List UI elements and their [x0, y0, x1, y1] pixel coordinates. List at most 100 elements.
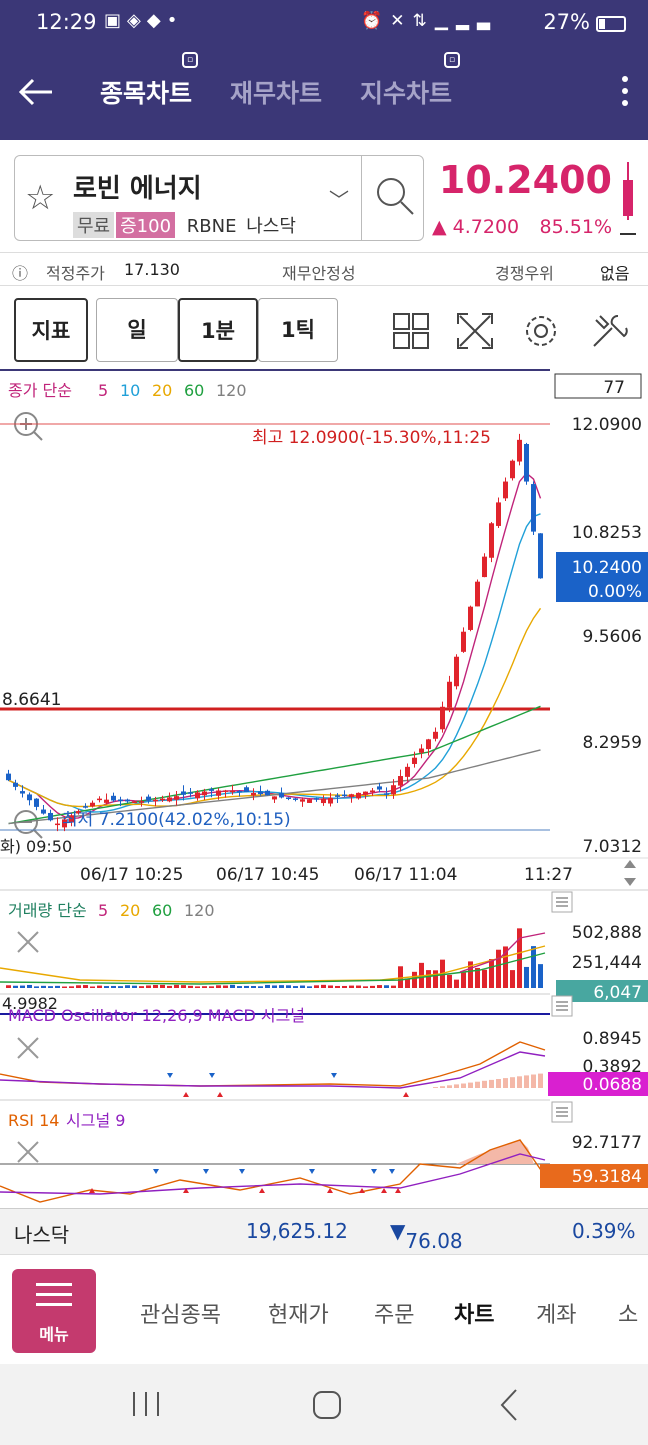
- stock-ticker: RBNE: [186, 216, 237, 237]
- period-day-button[interactable]: 일: [96, 298, 178, 362]
- candle-body: [181, 791, 186, 795]
- volume-bar: [384, 985, 389, 988]
- buy-arrow-icon: [89, 1188, 95, 1193]
- candle-body: [412, 757, 417, 764]
- volume-bar: [300, 985, 305, 988]
- rsi-tick: 92.7177: [572, 1133, 642, 1153]
- moving-average-lines: [8, 472, 542, 825]
- tab-stock-chart[interactable]: 종목차트: [100, 79, 193, 108]
- tools-icon[interactable]: [590, 312, 628, 350]
- zoom-in-icon[interactable]: [14, 412, 43, 441]
- back-arrow-icon[interactable]: [16, 72, 56, 119]
- sell-arrow-icon: [371, 1169, 377, 1174]
- ma-legend: 5 10 20 60 120: [98, 381, 247, 400]
- buy-arrow-icon: [403, 1092, 409, 1097]
- volume-bar: [188, 985, 193, 988]
- competition-value: 없음: [600, 264, 630, 283]
- recent-apps-icon[interactable]: [133, 1392, 159, 1416]
- price-change: ▲ 4.7200: [432, 216, 520, 238]
- ma-line: [8, 705, 541, 825]
- candle-body: [405, 766, 410, 777]
- volume-bar: [6, 985, 11, 988]
- rsi-current-tag: [540, 1164, 648, 1188]
- nav-current-price[interactable]: 현재가: [268, 1303, 329, 1328]
- help-icon[interactable]: ⓘ: [12, 264, 29, 283]
- volume-bar: [55, 985, 60, 988]
- nav-account[interactable]: 계좌: [536, 1303, 577, 1328]
- candle-body: [335, 795, 340, 797]
- rsi-legend-signal: 시그널 9: [66, 1111, 125, 1130]
- volume-bar: [335, 985, 340, 988]
- volume-bars: [0, 928, 546, 988]
- candle-body: [195, 792, 200, 799]
- volume-bar: [314, 985, 319, 988]
- financial-stability-label[interactable]: 재무안정성: [282, 264, 356, 283]
- ma-legend-prefix: 종가 단순: [8, 381, 72, 400]
- competition-label[interactable]: 경쟁우위: [495, 264, 554, 283]
- panel-menu-icon[interactable]: [551, 1101, 573, 1123]
- battery-percent: 27%: [543, 10, 590, 34]
- dot-icon: •: [166, 10, 184, 31]
- volume-bar: [244, 985, 249, 988]
- indicator-button[interactable]: 지표: [14, 298, 88, 362]
- candle-body: [517, 439, 522, 462]
- candlesticks: [6, 433, 543, 832]
- macd-histogram-bar: [503, 1078, 508, 1088]
- nav-more[interactable]: 소: [618, 1303, 639, 1328]
- candle-body: [349, 794, 354, 797]
- favorite-star-icon[interactable]: ☆: [25, 178, 56, 218]
- home-icon[interactable]: [313, 1391, 341, 1419]
- fair-price-label: 적정주가: [46, 264, 105, 283]
- index-bar[interactable]: 나스닥 19,625.12 ▼ 76.08 0.39%: [0, 1208, 648, 1254]
- volume-bar: [76, 985, 81, 988]
- axis-scroll-icon[interactable]: [624, 860, 636, 886]
- volume-bar: [489, 959, 494, 988]
- close-panel-icon[interactable]: [17, 1141, 39, 1163]
- volume-bar: [167, 985, 172, 988]
- settings-gear-icon[interactable]: [522, 312, 560, 350]
- candle-body: [104, 799, 109, 803]
- tab-financial-chart[interactable]: 재무차트: [230, 79, 323, 108]
- candle-body: [440, 706, 445, 730]
- volume-bar: [321, 984, 326, 988]
- more-options-icon[interactable]: [622, 70, 630, 112]
- info-row: ⓘ 적정주가 17.130 재무안정성 경쟁우위 없음: [0, 252, 648, 286]
- close-panel-icon[interactable]: [17, 1037, 39, 1059]
- search-icon[interactable]: [373, 174, 417, 218]
- candle-body: [20, 791, 25, 794]
- free-tag: 무료: [73, 212, 115, 238]
- candle-body: [475, 581, 480, 607]
- close-panel-icon[interactable]: [17, 931, 39, 953]
- volume-bar: [258, 986, 263, 988]
- volume-ma-line: [0, 952, 546, 985]
- index-value: 19,625.12: [246, 1219, 348, 1243]
- menu-button[interactable]: 메뉴: [12, 1269, 96, 1353]
- price-chart[interactable]: 종가 단순 5 10 20 60 120 77 최고 12.0900(-15.30%,1…: [0, 368, 648, 1208]
- macd-current-value: 0.0688: [583, 1075, 642, 1095]
- volume-bar: [223, 985, 228, 988]
- nav-chart[interactable]: 차트: [454, 1303, 495, 1328]
- volume-current-value: 6,047: [593, 983, 642, 1003]
- y-tick: 7.0312: [583, 837, 642, 857]
- nav-watchlist[interactable]: 관심종목: [140, 1303, 221, 1328]
- stock-selector[interactable]: ☆ 로빈 에너지 ﹀ 무료 증100 RBNE 나스닥: [14, 155, 424, 241]
- candle-body: [69, 815, 74, 823]
- panel-menu-icon[interactable]: [551, 995, 573, 1017]
- layout-grid-icon[interactable]: [392, 312, 430, 350]
- candle-body: [216, 790, 221, 796]
- ma-legend-item: 5: [98, 381, 108, 400]
- back-icon[interactable]: [500, 1389, 517, 1421]
- macd-histogram-bar: [496, 1079, 501, 1088]
- period-1min-button[interactable]: 1분: [178, 298, 258, 362]
- ma-legend-item: 120: [216, 381, 247, 400]
- period-1tick-button[interactable]: 1틱: [258, 298, 338, 362]
- panel-menu-icon[interactable]: [551, 891, 573, 913]
- chevron-down-icon[interactable]: ﹀: [329, 188, 349, 212]
- tab-index-chart[interactable]: 지수차트: [360, 79, 453, 108]
- zoom-out-icon[interactable]: [14, 810, 43, 839]
- y-tick: 10.8253: [572, 523, 642, 543]
- fullscreen-icon[interactable]: [456, 312, 494, 350]
- nav-order[interactable]: 주문: [374, 1303, 415, 1328]
- candle-body: [272, 796, 277, 800]
